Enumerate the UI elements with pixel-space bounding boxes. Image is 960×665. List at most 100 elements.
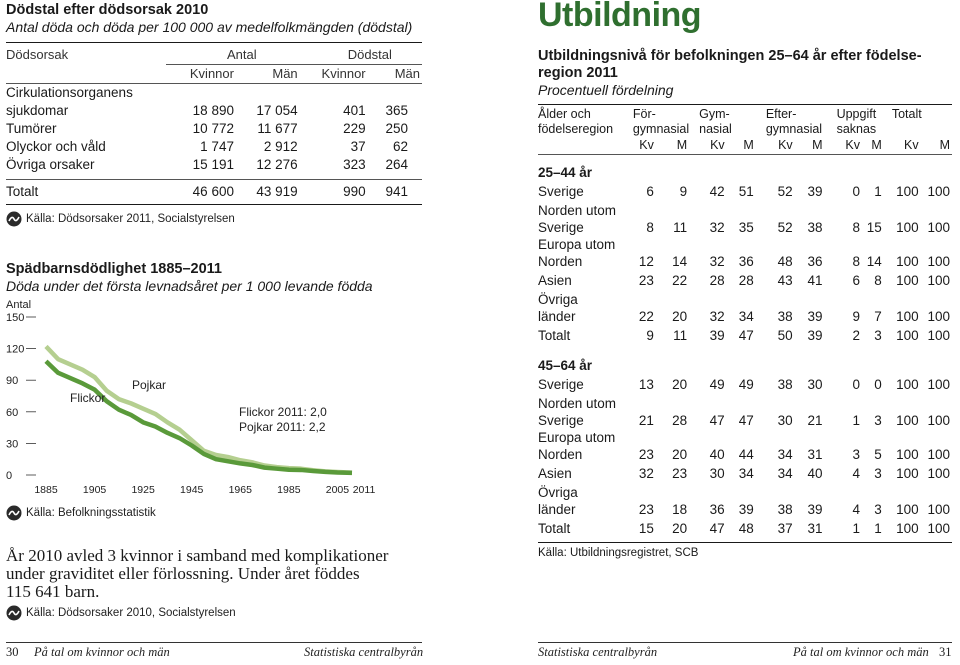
cell: 100 [927, 309, 950, 324]
cell: 100 [927, 273, 950, 288]
scb-logo-icon [6, 605, 22, 621]
section-heading: Utbildning [538, 0, 702, 34]
cell: 6 [852, 273, 860, 288]
region-label: Norden utom [538, 396, 617, 411]
cell: 44 [738, 447, 754, 462]
cell: 100 [927, 447, 950, 462]
cell: 31 [807, 447, 823, 462]
cell: 38 [777, 309, 793, 324]
hdr-man: Män [233, 64, 298, 84]
table-row: Sverige 8 11 32 35 52 38 8 15 100 100 [538, 219, 952, 236]
row-label: Olyckor och våld [6, 139, 106, 154]
cell: 4 [852, 502, 860, 517]
region-label: Asien [538, 466, 572, 481]
region-label: Europa utom [538, 430, 616, 445]
cell: 28 [672, 413, 688, 428]
cell: 2 [852, 328, 860, 343]
region-label: Sverige [538, 184, 584, 199]
deaths-title: Dödstal efter dödsorsak 2010 [6, 2, 209, 18]
maternal-source: Källa: Dödsorsaker 2010, Socialstyrelsen [6, 605, 422, 621]
cell: 37 [350, 139, 366, 154]
region-label: Europa utom [538, 237, 616, 252]
cell: 100 [927, 328, 950, 343]
table-row: Totalt 15 20 47 48 37 31 1 1 100 100 [538, 518, 952, 539]
cell: 23 [638, 273, 654, 288]
education-subtitle: Procentuell fördelning [538, 82, 674, 98]
cell: 100 [927, 254, 950, 269]
cell: 52 [777, 184, 793, 199]
cell: 35 [738, 220, 754, 235]
row-label: sjukdomar [6, 103, 69, 118]
region-label: länder [538, 309, 576, 324]
hdr-kvinnor: Kvinnor [297, 64, 366, 84]
cell: 39 [807, 502, 823, 517]
hdr-tot: Totalt [891, 107, 922, 121]
hdr-m: M [743, 138, 754, 152]
cell: 48 [777, 254, 793, 269]
cell: 8 [874, 273, 882, 288]
cell: 49 [709, 377, 725, 392]
cell: 30 [777, 413, 793, 428]
cell: 12 [638, 254, 654, 269]
cell: 22 [638, 309, 654, 324]
cell: 39 [738, 502, 754, 517]
cell: 40 [807, 466, 823, 481]
cell: 43 [777, 273, 793, 288]
right-footer-publisher: Statistiska centralbyrån [538, 645, 658, 659]
cell: 21 [807, 413, 823, 428]
cell: 34 [738, 466, 754, 481]
cell: 8 [852, 254, 860, 269]
table-row: länder 22 20 32 34 38 39 9 7 100 100 [538, 308, 952, 325]
annotation-pojkar: Pojkar 2011: 2,2 [239, 420, 326, 434]
table-row: Totalt 9 11 39 47 50 39 2 3 100 100 [538, 325, 952, 346]
cell: 100 [927, 413, 950, 428]
cell: 6 [646, 184, 654, 199]
y-tick-label: 30 [6, 438, 18, 450]
cell: 3 [874, 502, 882, 517]
cell: 47 [738, 328, 754, 343]
infant-source: Källa: Befolkningsstatistik [6, 505, 422, 521]
x-tick-label: 1905 [83, 484, 107, 496]
cell: 32 [709, 309, 725, 324]
y-tick-label: 60 [6, 407, 18, 419]
region-label: Övriga [538, 292, 578, 307]
cell: 40 [709, 447, 725, 462]
hdr-m: M [812, 138, 823, 152]
hdr-kv: Kv [778, 138, 793, 152]
right-page-number: 31 [939, 645, 952, 659]
cell: 100 [896, 220, 919, 235]
cell: 11 677 [257, 121, 298, 136]
source-text: Källa: Befolkningsstatistik [26, 507, 156, 519]
region-label: Sverige [538, 377, 584, 392]
cell: 22 [672, 273, 688, 288]
cell: 9 [852, 309, 860, 324]
cell: 17 054 [256, 103, 298, 118]
cell: 1 [874, 521, 882, 536]
x-tick-label: 1985 [277, 484, 301, 496]
row-label: Tumörer [6, 121, 57, 136]
scb-logo-icon [6, 211, 22, 227]
cell: 0 [874, 377, 882, 392]
cell: 100 [927, 502, 950, 517]
cell: 30 [709, 466, 725, 481]
label-flickor: Flickor [70, 391, 105, 405]
maternal-line: under graviditet eller förlossning. Unde… [6, 564, 360, 583]
region-label: Sverige [538, 413, 584, 428]
maternal-text: År 2010 avled 3 kvinnor i samband med ko… [6, 547, 422, 601]
cell: 43 919 [256, 183, 298, 199]
cell: 31 [807, 521, 823, 536]
cell: 5 [874, 447, 882, 462]
table-row: Sverige 21 28 47 47 30 21 1 3 100 100 [538, 412, 952, 429]
cell: 11 [673, 328, 688, 343]
cell: 1 [852, 521, 860, 536]
age-group-label: 45–64 år [538, 358, 593, 373]
cell: 28 [709, 273, 725, 288]
col-dodstal: Dödstal [347, 47, 392, 62]
table-row: Asien 23 22 28 28 43 41 6 8 100 100 [538, 270, 952, 291]
hdr-eft-1: Efter- [765, 107, 797, 121]
cell: 100 [896, 377, 919, 392]
region-label: Totalt [538, 521, 571, 536]
cell: 32 [709, 220, 725, 235]
cell: 21 [638, 413, 654, 428]
